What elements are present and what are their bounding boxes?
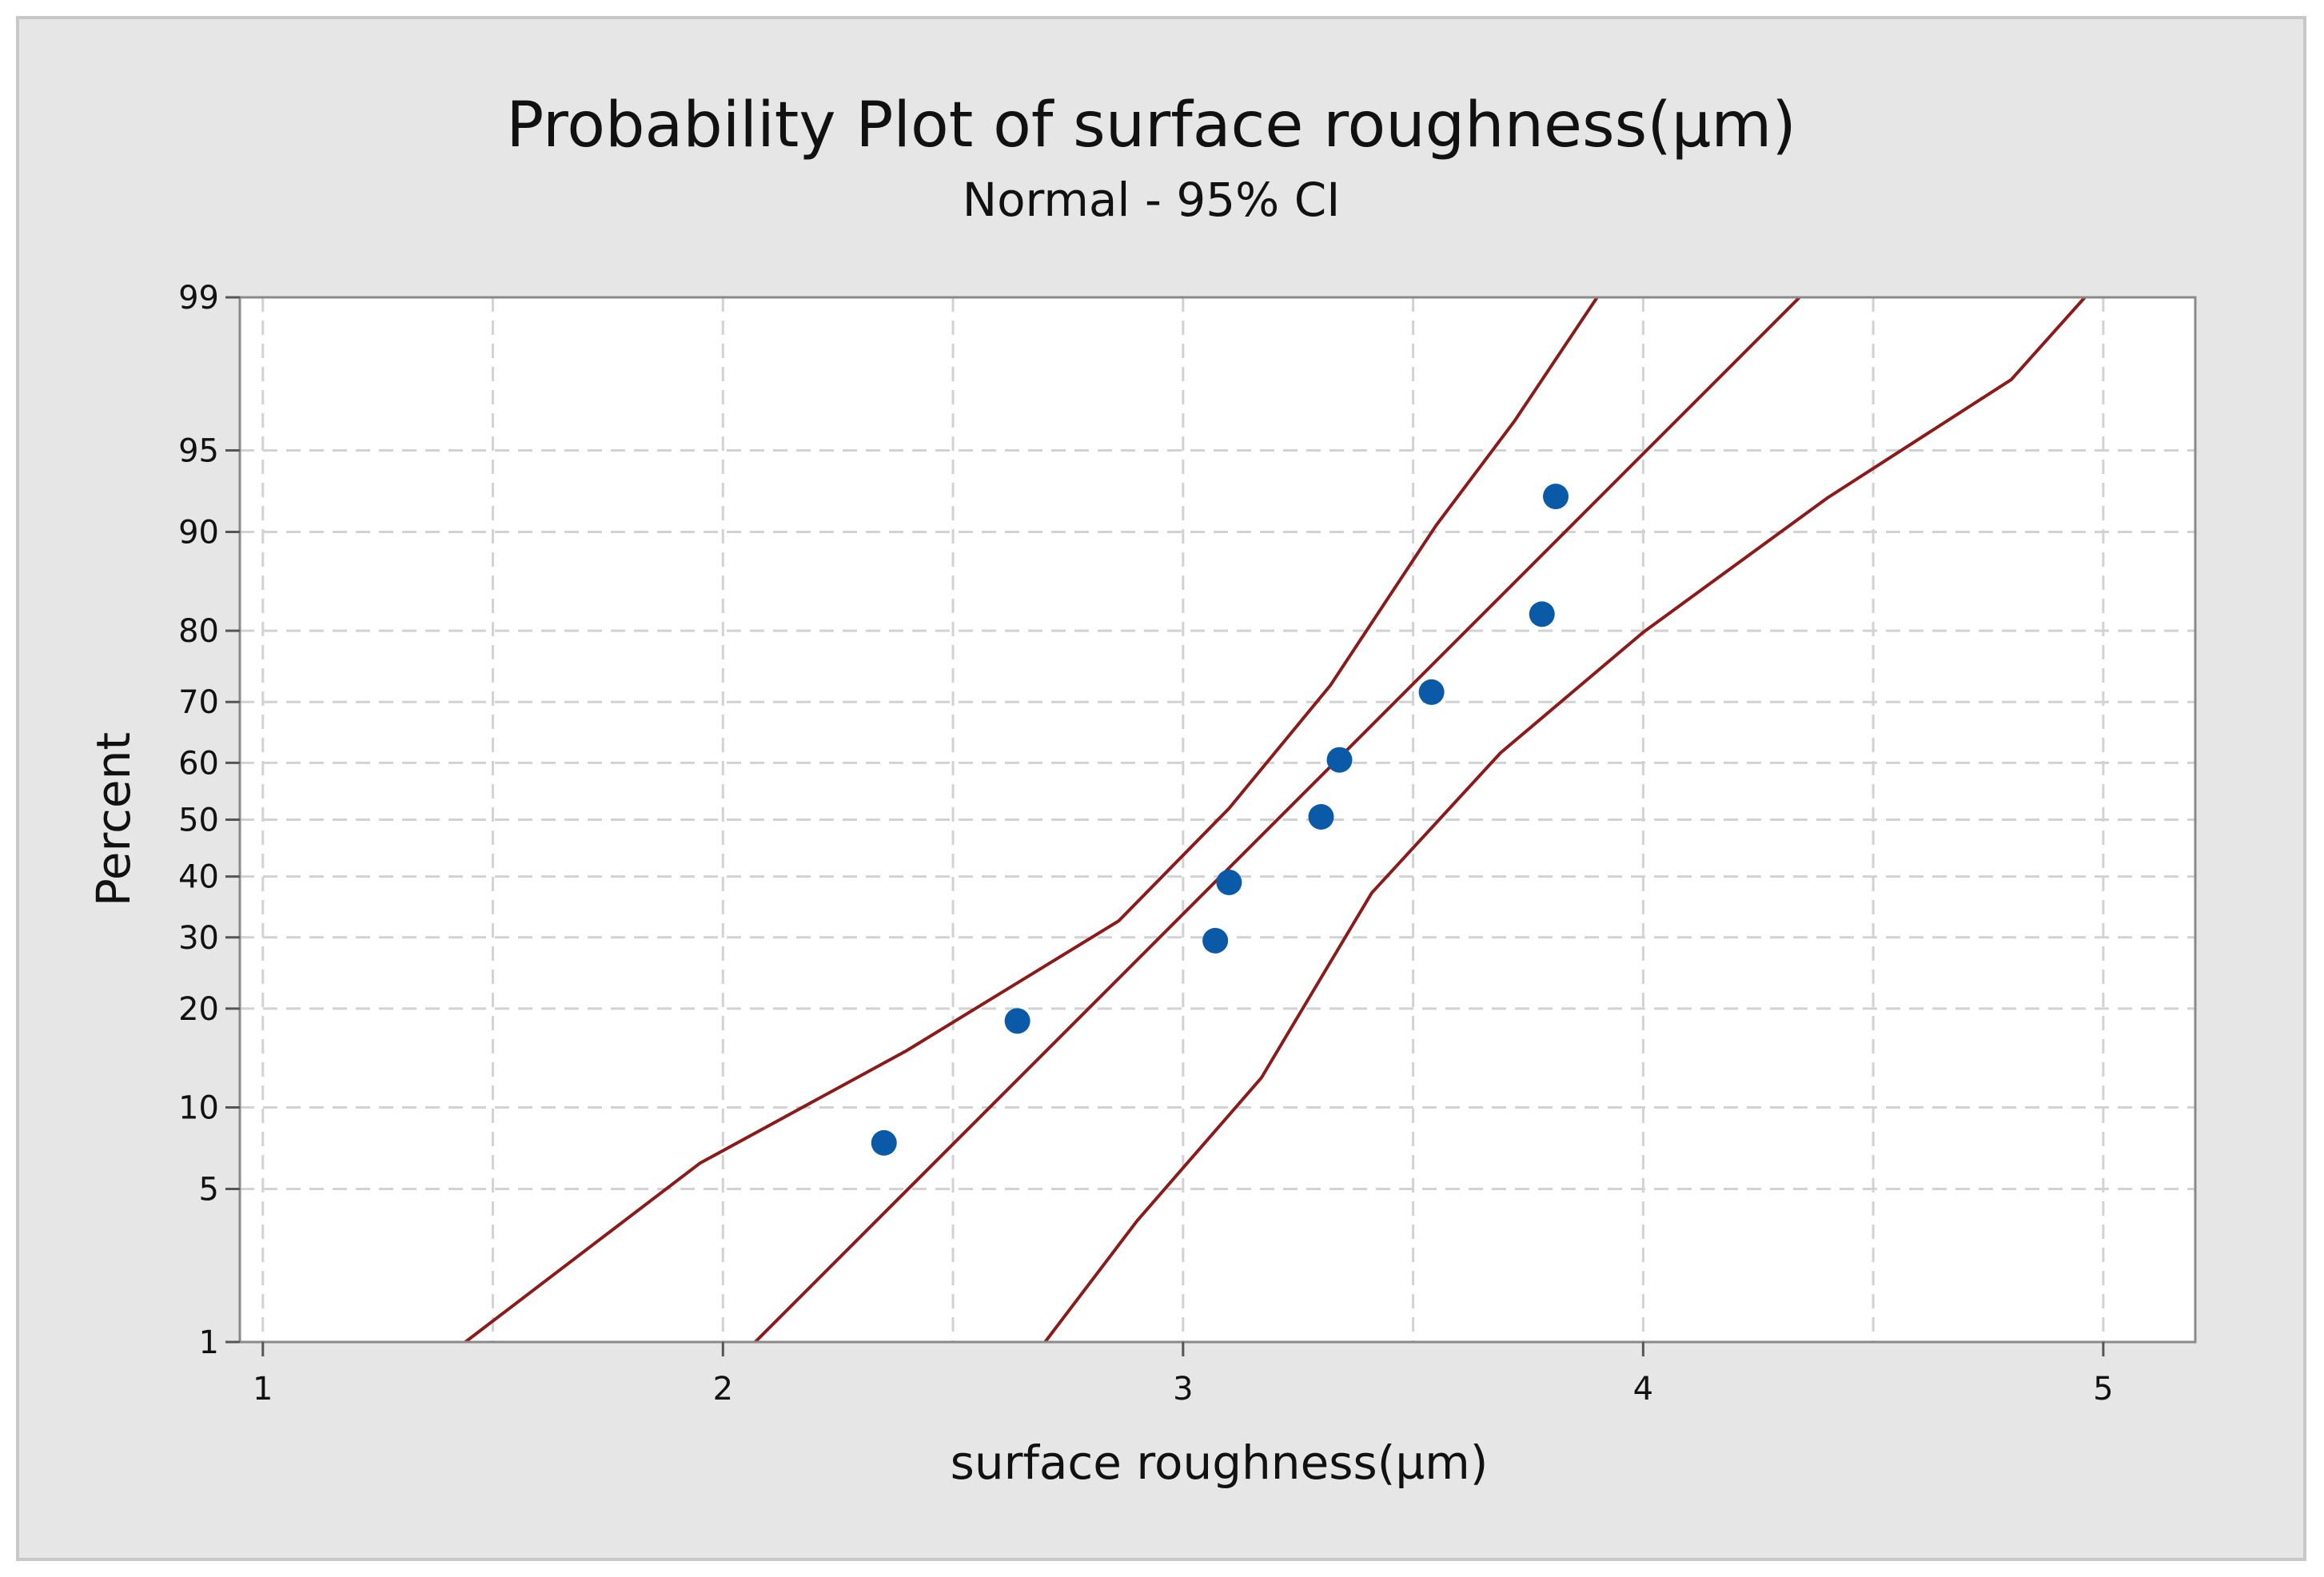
y-tick-label: 1: [199, 1324, 219, 1361]
x-tick-label: 2: [713, 1371, 733, 1408]
ci-lower-line: [464, 296, 1599, 1344]
y-tick-label: 20: [178, 991, 219, 1028]
data-point: [1202, 927, 1229, 954]
data-point: [1529, 601, 1555, 627]
y-tick-label: 50: [178, 802, 219, 839]
y-tick-label: 30: [178, 920, 219, 957]
data-point: [1326, 747, 1353, 773]
y-tick-label: 99: [178, 280, 219, 317]
x-axis-title: surface roughness(µm): [951, 1436, 1489, 1490]
y-tick-label: 5: [199, 1172, 219, 1209]
data-point: [871, 1129, 897, 1156]
x-tick-label: 1: [253, 1371, 273, 1408]
y-tick-label: 80: [178, 613, 219, 650]
y-tick-label: 60: [178, 745, 219, 782]
fit-and-confidence-lines: [464, 296, 2087, 1344]
x-tick-label: 3: [1173, 1371, 1193, 1408]
y-tick-label: 95: [178, 432, 219, 469]
ci-upper-line: [1043, 296, 2087, 1344]
chart-title: Probability Plot of surface roughness(µm…: [506, 90, 1796, 161]
x-tick-label: 5: [2093, 1371, 2113, 1408]
data-point: [1216, 869, 1242, 895]
data-point: [1004, 1008, 1030, 1034]
y-tick-label: 10: [178, 1090, 219, 1127]
x-tick-label: 4: [1633, 1371, 1653, 1408]
data-point: [1308, 803, 1334, 830]
chart-subtitle: Normal - 95% CI: [963, 173, 1341, 227]
data-point: [1418, 679, 1445, 705]
data-points: [871, 484, 1569, 1156]
fit-line: [754, 296, 1801, 1344]
data-point: [1543, 484, 1569, 510]
y-axis-ticks: 1 5 10 20 30 40 50 60 70 80 90 95 99: [178, 280, 240, 1361]
y-tick-label: 40: [178, 859, 219, 896]
y-axis-title: Percent: [86, 732, 141, 906]
y-tick-label: 70: [178, 684, 219, 721]
x-axis-ticks: 1 2 3 4 5: [253, 1342, 2114, 1408]
y-tick-label: 90: [178, 514, 219, 551]
